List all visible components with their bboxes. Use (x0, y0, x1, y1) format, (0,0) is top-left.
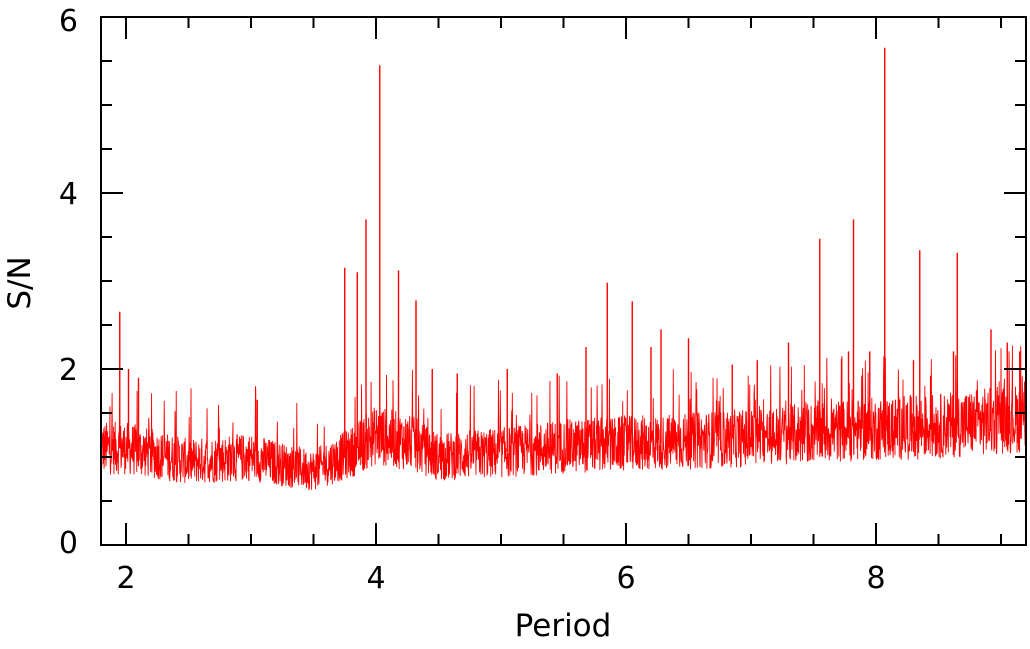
ticks-layer (101, 16, 1026, 546)
x-tick-label: 4 (366, 561, 385, 596)
plot-frame (100, 16, 1027, 546)
x-tick-label: 6 (616, 561, 635, 596)
y-tick-label: 4 (59, 177, 78, 212)
x-tick-label: 8 (866, 561, 885, 596)
x-tick-label: 2 (116, 561, 135, 596)
noise-trace (100, 345, 1027, 491)
y-tick-label: 6 (59, 4, 78, 39)
series-layer (100, 47, 1027, 491)
y-tick-label: 2 (59, 353, 78, 388)
y-tick-label: 0 (59, 526, 78, 561)
x-axis-title: Period (515, 608, 612, 644)
y-axis-title: S/N (2, 256, 38, 309)
tick-labels-layer: 2 4 6 8 0 2 4 6 (59, 4, 886, 596)
